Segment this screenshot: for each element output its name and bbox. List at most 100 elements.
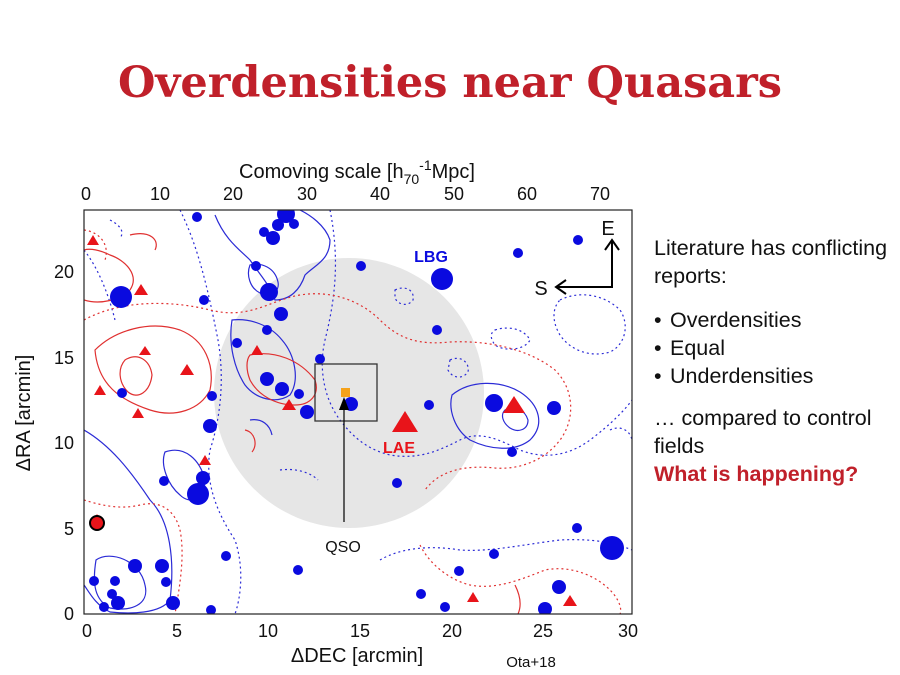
lae-point: [199, 455, 211, 465]
quasar-marker: [341, 388, 350, 397]
lbg-point: [259, 227, 269, 237]
lbg-point: [206, 605, 216, 614]
text-panel: Literature has conflicting reports: • Ove…: [654, 234, 900, 488]
left-tick-label: 0: [64, 604, 74, 624]
lbg-point: [274, 307, 288, 321]
lbg-point: [203, 419, 217, 433]
intro-text: Literature has conflicting reports:: [654, 236, 888, 288]
lae-point: [139, 346, 151, 355]
qso-label: QSO: [325, 539, 361, 556]
quasar-pointer-arrowhead: [339, 397, 349, 410]
lbg-point: [128, 559, 142, 573]
lbg-point: [293, 565, 303, 575]
lbg-point: [547, 401, 561, 415]
lbg-point: [277, 210, 295, 223]
lae-point: [94, 385, 106, 395]
bottom-tick-label: 30: [618, 621, 638, 641]
bottom-axis-label: ΔDEC [arcmin]: [291, 645, 423, 667]
figure-credit: Ota+18: [506, 654, 556, 671]
lbg-points: [89, 210, 624, 614]
left-tick-label: 5: [64, 519, 74, 539]
lbg-point: [117, 388, 127, 398]
lbg-point: [251, 261, 261, 271]
density-map-figure: Comoving scale [h70-1Mpc] 0 10 20 30 40 …: [13, 157, 638, 671]
lbg-point: [207, 391, 217, 401]
lae-point: [134, 284, 148, 295]
compass-south-arrowhead: [554, 279, 567, 295]
bottom-tick-label: 5: [172, 621, 182, 641]
lbg-point: [187, 483, 209, 505]
plot-frame: [83, 209, 633, 615]
lbg-point: [289, 219, 299, 229]
lbg-point: [111, 596, 125, 610]
left-tick-labels: 0 5 10 15 20: [54, 262, 74, 624]
lbg-point: [573, 235, 583, 245]
compass-east-label: E: [601, 218, 614, 240]
bottom-tick-labels: 0 5 10 15 20 25 30: [82, 621, 638, 641]
question-text: What is happening?: [654, 462, 859, 486]
bottom-tick-label: 0: [82, 621, 92, 641]
top-axis-label: Comoving scale [h70-1Mpc]: [239, 157, 475, 187]
lbg-point: [552, 580, 566, 594]
lbg-point: [221, 551, 231, 561]
lbg-point: [266, 231, 280, 245]
quasar-zoom-box: [314, 363, 378, 422]
lbg-point: [416, 589, 426, 599]
lbg-point: [489, 549, 499, 559]
lbg-point: [538, 602, 552, 614]
lae-point: [282, 399, 296, 410]
bullet-text: Underdensities: [670, 364, 814, 388]
top-tick-label: 0: [81, 184, 91, 204]
lbg-point: [260, 372, 274, 386]
compass-arrows: [557, 242, 613, 288]
compare-text: … compared to control fields: [654, 406, 872, 458]
lbg-point: [440, 602, 450, 612]
lbg-point: [315, 354, 325, 364]
top-tick-label: 20: [223, 184, 243, 204]
lae-point: [180, 364, 194, 375]
lbg-point: [89, 576, 99, 586]
left-tick-label: 10: [54, 433, 74, 453]
bullet-item: • Underdensities: [654, 364, 814, 388]
lbg-point: [507, 447, 517, 457]
bullet-item: • Equal: [654, 336, 725, 360]
lbg-point: [356, 261, 366, 271]
bottom-tick-label: 20: [442, 621, 462, 641]
lbg-point: [485, 394, 503, 412]
compass-east-arrowhead: [604, 238, 620, 251]
top-tick-label: 40: [370, 184, 390, 204]
lbg-point: [110, 576, 120, 586]
top-tick-label: 70: [590, 184, 610, 204]
lae-point-highlighted: [89, 515, 105, 531]
lbg-point: [424, 400, 434, 410]
left-tick-label: 15: [54, 348, 74, 368]
lbg-point: [196, 471, 210, 485]
lbg-point: [161, 577, 171, 587]
lbg-point: [107, 589, 117, 599]
lbg-point: [232, 338, 242, 348]
top-tick-label: 60: [517, 184, 537, 204]
slide-title: Overdensities near Quasars: [117, 58, 783, 108]
lae-density-contours-dotted: [84, 229, 622, 614]
lae-point: [467, 592, 479, 602]
bullet-text: Equal: [670, 336, 725, 360]
compass-south-label: S: [534, 278, 547, 300]
lbg-label: LBG: [414, 249, 448, 266]
lae-point: [392, 411, 418, 432]
top-tick-label: 30: [297, 184, 317, 204]
lbg-point: [513, 248, 523, 258]
lbg-point: [600, 536, 624, 560]
lbg-point: [454, 566, 464, 576]
left-axis-label: ΔRA [arcmin]: [13, 355, 35, 472]
bottom-tick-label: 25: [533, 621, 553, 641]
bottom-tick-label: 15: [350, 621, 370, 641]
lbg-point: [275, 382, 289, 396]
top-tick-label: 10: [150, 184, 170, 204]
lbg-point: [159, 476, 169, 486]
lae-point: [132, 408, 144, 418]
top-tick-labels: 0 10 20 30 40 50 60 70: [81, 184, 610, 204]
lae-point: [87, 235, 99, 245]
lae-point: [503, 396, 525, 413]
lbg-point: [199, 295, 209, 305]
left-tick-label: 20: [54, 262, 74, 282]
